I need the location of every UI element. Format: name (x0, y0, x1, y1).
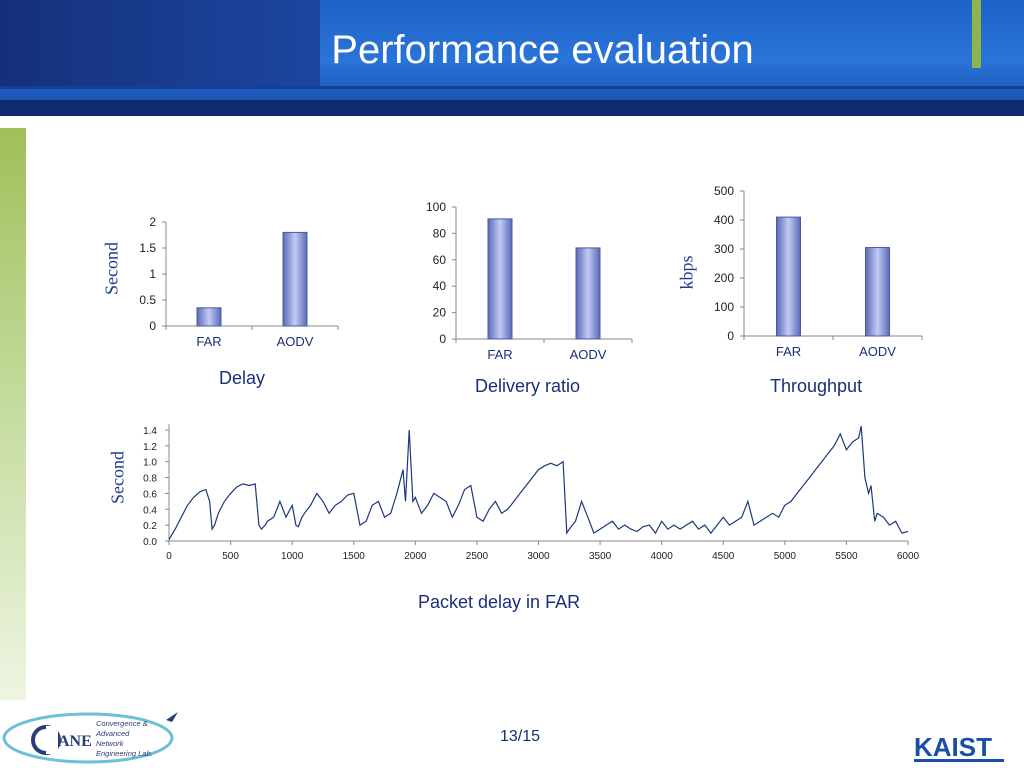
throughput-bar-far (776, 216, 801, 337)
delivery-ratio-xtick-label: AODV (570, 347, 607, 362)
delivery-ratio-ytick-label: 40 (433, 279, 447, 293)
delay-bar-aodv (282, 231, 308, 327)
header-bottom-stripe (0, 100, 1024, 116)
delivery-ratio-ytick-label: 0 (439, 332, 446, 346)
packet-delay-ytick-label: 1.0 (143, 458, 157, 469)
delivery-ratio-xtick-label: FAR (487, 347, 512, 362)
kaist-logo: KAIST (900, 728, 1020, 764)
kaist-logo-text: KAIST (914, 732, 992, 762)
throughput-ylabel: kbps (676, 255, 697, 290)
delay-bar-far (196, 307, 222, 327)
packet-delay-xtick-label: 500 (222, 551, 239, 562)
packet-delay-ytick-label: 0.2 (143, 521, 157, 532)
packet-delay-xtick-label: 6000 (897, 551, 920, 562)
delay-ytick-label: 1.5 (139, 241, 156, 255)
throughput-ytick-label: 300 (714, 242, 734, 256)
packet-delay-xtick-label: 4500 (712, 551, 735, 562)
delay-caption: Delay (219, 368, 266, 388)
packet-delay-xtick-label: 5000 (774, 551, 797, 562)
packet-delay-xtick-label: 3500 (589, 551, 612, 562)
packet-delay-ytick-label: 0.8 (143, 474, 157, 485)
delay-ytick-label: 2 (149, 215, 156, 229)
delivery-ratio-ytick-label: 20 (433, 306, 447, 320)
throughput-xtick-label: AODV (859, 344, 896, 359)
packet-delay-xtick-label: 3000 (527, 551, 550, 562)
packet-delay-xtick-label: 1500 (343, 551, 366, 562)
delay-ytick-label: 1 (149, 267, 156, 281)
header-divider-line (0, 86, 1024, 89)
logo-line-4: Engineering Lab. (96, 749, 153, 758)
throughput-xtick-label: FAR (776, 344, 801, 359)
packet-delay-ytick-label: 0.6 (143, 489, 157, 500)
packet-delay-ytick-label: 1.4 (143, 426, 157, 437)
packet-delay-xtick-label: 2000 (404, 551, 427, 562)
delay-ytick-label: 0 (149, 319, 156, 333)
throughput-caption: Throughput (770, 376, 863, 396)
delivery-ratio-bar-aodv (575, 247, 601, 340)
packet-delay-ytick-label: 0.4 (143, 505, 157, 516)
packet-delay-ylabel: Second (107, 451, 128, 504)
delivery-ratio-ytick-label: 80 (433, 226, 447, 240)
throughput-ytick-label: 400 (714, 213, 734, 227)
logo-line-2: Advanced (95, 729, 130, 738)
packet-delay-xtick-label: 5500 (835, 551, 858, 562)
delivery-ratio-caption: Delivery ratio (475, 376, 581, 396)
page-number: 13/15 (499, 728, 541, 745)
throughput-ytick-label: 100 (714, 300, 734, 314)
packet-delay-xtick-label: 4000 (651, 551, 674, 562)
logo-line-3: Network (96, 739, 125, 748)
delay-ylabel: Second (101, 242, 122, 295)
delay-ytick-label: 0.5 (139, 293, 156, 307)
packet-delay-series-line (168, 425, 909, 540)
cane-lab-logo: ANE Convergence & Advanced Network Engin… (0, 706, 180, 766)
packet-delay-xtick-label: 0 (166, 551, 172, 562)
delivery-ratio-bar-far (487, 218, 513, 340)
delivery-ratio-ytick-label: 60 (433, 253, 447, 267)
throughput-ytick-label: 0 (727, 329, 734, 343)
slide-title: Performance evaluation (331, 28, 754, 72)
delay-xtick-label: AODV (277, 334, 314, 349)
logo-letters: ANE (58, 733, 92, 750)
header-band: Performance evaluation (0, 0, 1024, 118)
logo-line-1: Convergence & (96, 719, 148, 728)
packet-delay-xtick-label: 2500 (466, 551, 489, 562)
packet-delay-ytick-label: 0.0 (143, 537, 157, 548)
packet-delay-xtick-label: 1000 (281, 551, 304, 562)
packet-delay-caption: Packet delay in FAR (418, 592, 581, 612)
throughput-ytick-label: 200 (714, 271, 734, 285)
throughput-ytick-label: 500 (714, 184, 734, 198)
packet-delay-ytick-label: 1.2 (143, 442, 157, 453)
delivery-ratio-ytick-label: 100 (426, 200, 446, 214)
header-green-accent (972, 0, 981, 68)
delay-xtick-label: FAR (196, 334, 221, 349)
left-green-sidebar (0, 128, 26, 700)
header-dark-gradient (0, 0, 320, 86)
throughput-bar-aodv (865, 247, 890, 337)
